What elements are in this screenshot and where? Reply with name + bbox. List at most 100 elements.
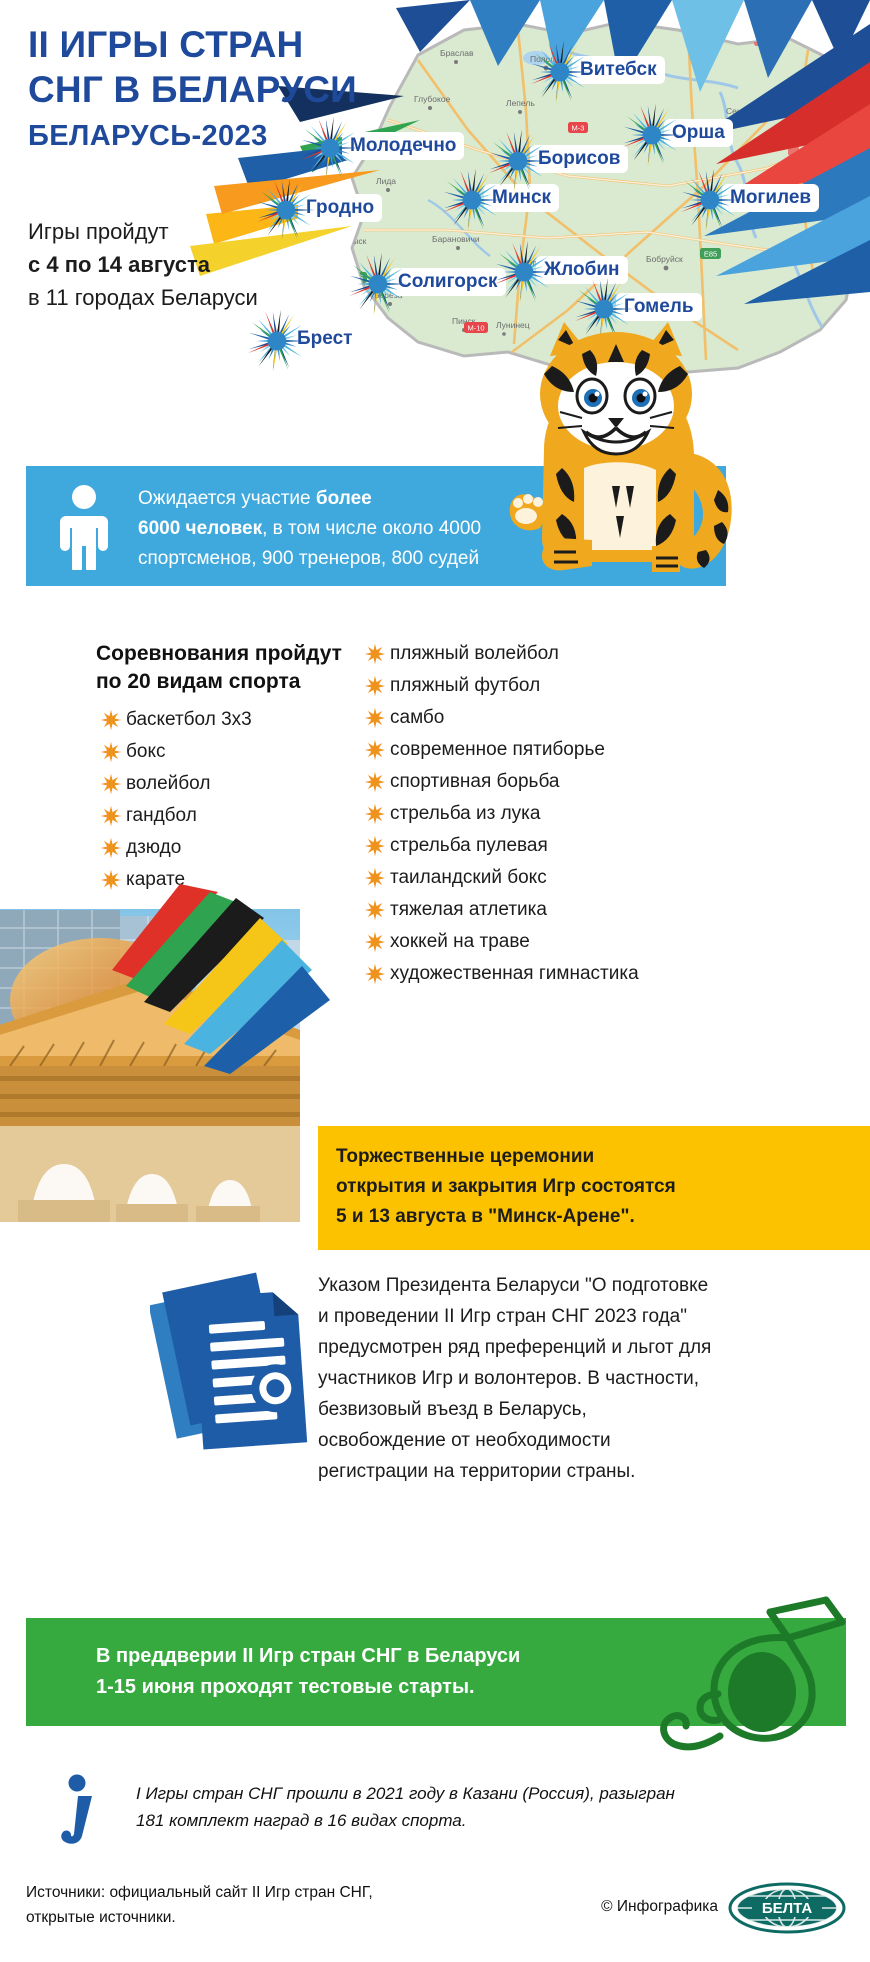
intro-text: Игры пройдут с 4 по 14 августа в 11 горо… <box>28 215 358 314</box>
arrow-yellow <box>164 918 288 1034</box>
star-icon <box>360 899 390 921</box>
page-subtitle: БЕЛАРУСЬ-2023 <box>28 120 268 152</box>
sport-item: самбо <box>360 702 780 734</box>
sport-label: хоккей на траве <box>390 931 530 952</box>
sport-item: карате <box>96 864 386 896</box>
arrow-green <box>126 892 246 998</box>
star-icon <box>360 771 390 793</box>
city-label: Гомель <box>618 295 700 319</box>
sport-item: бокс <box>96 736 386 768</box>
participants-line2-bold: 6000 человек <box>138 518 263 539</box>
sport-label: гандбол <box>126 805 197 826</box>
city-label: Орша <box>666 121 731 145</box>
participants-line2-plain: , в том числе около 4000 <box>262 518 482 539</box>
city-burst-icon <box>622 103 682 167</box>
sources-line1: Источники: официальный сайт II Игр стран… <box>26 1884 373 1901</box>
star-icon <box>96 805 126 827</box>
sport-item: пляжный волейбол <box>360 638 780 670</box>
participants-text: Ожидается участие более 6000 человек, в … <box>138 484 698 574</box>
city-pin-минск <box>441 168 503 236</box>
svg-text:Барановичи: Барановичи <box>432 234 480 244</box>
sport-label: стрельба пулевая <box>390 835 548 856</box>
lynx-mascot-icon <box>509 322 732 572</box>
arrow-red <box>112 884 218 980</box>
city-pin-борисов <box>487 129 549 197</box>
sport-item: спортивная борьба <box>360 766 780 798</box>
info-note-text: I Игры стран СНГ прошли в 2021 году в Ка… <box>136 1780 836 1834</box>
svg-text:Браслав: Браслав <box>440 48 474 58</box>
whistle-icon <box>660 1596 846 1751</box>
sport-item: пляжный футбол <box>360 670 780 702</box>
sports-heading-line1: Соревнования пройдут <box>96 642 342 665</box>
sport-label: стрельба из лука <box>390 803 541 824</box>
info-note-line2: 181 комплект наград в 16 видах спорта. <box>136 1811 467 1830</box>
star-icon <box>100 837 122 859</box>
star-icon <box>360 643 390 665</box>
star-icon <box>364 707 386 729</box>
star-icon <box>96 869 126 891</box>
sport-label: волейбол <box>126 773 211 794</box>
city-label: Молодечно <box>344 134 463 158</box>
star-icon <box>96 837 126 859</box>
sport-label: карате <box>126 869 186 890</box>
city-label: Солигорск <box>392 270 504 294</box>
test-starts-banner: В преддверии II Игр стран СНГ в Беларуси… <box>26 1618 846 1726</box>
star-icon <box>360 931 390 953</box>
star-icon <box>100 709 122 731</box>
star-icon <box>364 803 386 825</box>
belta-logo-text: БЕЛТА <box>762 1900 813 1917</box>
star-icon <box>96 709 126 731</box>
sport-item: стрельба из лука <box>360 798 780 830</box>
arrow-lightblue <box>184 940 312 1054</box>
decree-text: Указом Президента Беларуси "О подготовке… <box>318 1275 712 1482</box>
info-note: I Игры стран СНГ прошли в 2021 году в Ка… <box>26 1774 846 1862</box>
title-line-2: СНГ В БЕЛАРУСИ <box>28 69 357 110</box>
svg-text:Лида: Лида <box>376 176 396 186</box>
star-icon <box>360 963 390 985</box>
arrow-dark <box>144 898 264 1012</box>
city-pin-солигорск <box>347 252 409 320</box>
sport-item: художественная гимнастика <box>360 958 780 990</box>
intro-line-3: в 11 городах Беларуси <box>28 285 258 310</box>
footer: Источники: официальный сайт II Игр стран… <box>26 1880 846 1950</box>
info-note-line1: I Игры стран СНГ прошли в 2021 году в Ка… <box>136 1784 675 1803</box>
svg-text:M-10: M-10 <box>467 324 484 333</box>
star-icon <box>100 741 122 763</box>
sport-item: хоккей на траве <box>360 926 780 958</box>
participants-line1-plain: Ожидается участие <box>138 488 316 509</box>
star-icon <box>360 803 390 825</box>
city-pin-гомель <box>573 277 635 345</box>
city-pin-могилев <box>679 168 741 236</box>
svg-text:Бобруйск: Бобруйск <box>646 254 683 264</box>
star-icon <box>364 931 386 953</box>
sport-label: пляжный волейбол <box>390 643 559 664</box>
star-icon <box>100 869 122 891</box>
city-pin-брест <box>246 309 308 377</box>
test-starts-line1: В преддверии II Игр стран СНГ в Беларуси <box>96 1645 521 1667</box>
svg-text:M-3: M-3 <box>572 124 585 133</box>
arrow-blue <box>204 966 330 1074</box>
ceremony-line3: 5 и 13 августа в "Минск-Арене". <box>336 1206 635 1227</box>
svg-text:Пинск: Пинск <box>452 316 476 326</box>
sport-label: самбо <box>390 707 445 728</box>
test-starts-line2: 1-15 июня проходят тестовые старты. <box>96 1676 475 1698</box>
city-label: Гродно <box>300 196 381 220</box>
sport-label: тяжелая атлетика <box>390 899 547 920</box>
city-label: Витебск <box>574 58 663 82</box>
credit-label: © Инфографика <box>601 1898 718 1915</box>
city-burst-icon <box>574 277 634 341</box>
star-icon <box>96 773 126 795</box>
sports-heading-line2: по 20 видам спорта <box>96 670 301 693</box>
ceremony-line1: Торжественные церемонии <box>336 1146 595 1167</box>
city-burst-icon <box>680 168 740 232</box>
sport-item: тяжелая атлетика <box>360 894 780 926</box>
star-icon <box>364 675 386 697</box>
title-block: II ИГРЫ СТРАН СНГ В БЕЛАРУСИ БЕЛАРУСЬ-20… <box>28 22 458 152</box>
star-icon <box>364 771 386 793</box>
sources-text: Источники: официальный сайт II Игр стран… <box>26 1880 526 1930</box>
city-label: Борисов <box>532 147 627 171</box>
star-icon <box>360 675 390 697</box>
sports-column-right: пляжный волейбол пляжный футбол самбо совре… <box>360 638 780 990</box>
city-label: Могилев <box>724 186 818 210</box>
ceremony-line2: открытия и закрытия Игр состоятся <box>336 1176 676 1197</box>
